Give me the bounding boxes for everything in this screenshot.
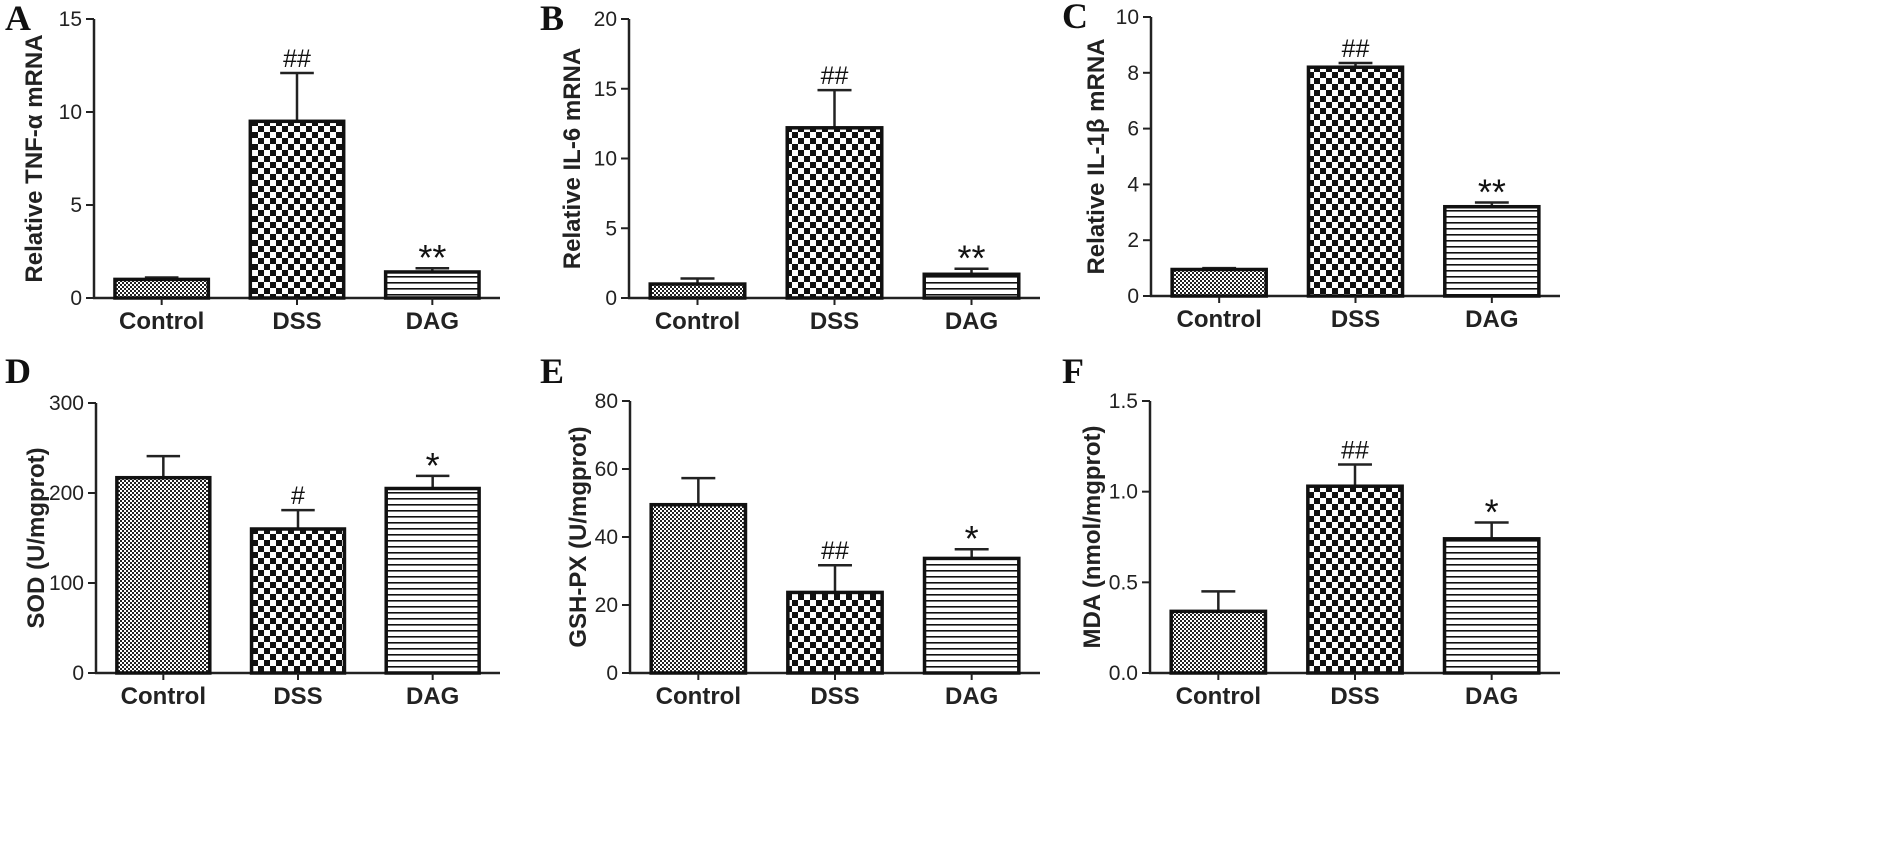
bar-dag <box>1442 537 1541 675</box>
bar-dss <box>785 126 884 300</box>
y-tick-label: 1.5 <box>1109 390 1138 413</box>
y-tick-label: 100 <box>49 572 84 595</box>
panel-f: F MDA (nmol/mgprot)0.0 0.5 1.0 1.5 Control DSS… <box>1062 351 1560 710</box>
y-tick-label: 0 <box>70 287 82 310</box>
panel-b: B Relative IL-6 mRNA 0 5 10 15 20 Control DSS ## D… <box>540 0 1040 335</box>
category-label-dag: DAG <box>406 683 459 710</box>
y-tick-label: 5 <box>605 217 617 240</box>
y-tick-label: 10 <box>59 101 82 124</box>
bar-dag <box>922 556 1021 675</box>
category-label-control: Control <box>656 683 741 710</box>
significance-label-dss: # <box>291 482 305 510</box>
y-axis-label: MDA (nmol/mgprot) <box>1079 425 1106 648</box>
category-label-dag: DAG <box>406 308 459 335</box>
significance-label-dss: ## <box>1342 35 1370 63</box>
significance-label-dag: * <box>965 518 979 559</box>
y-tick-label: 0.5 <box>1109 571 1138 594</box>
y-tick-label: 0 <box>606 662 618 685</box>
y-tick-label: 20 <box>595 594 618 617</box>
bar-control <box>648 282 747 300</box>
bar-control <box>115 475 212 675</box>
y-axis-label: GSH-PX (U/mgprot) <box>565 426 592 647</box>
significance-label-dag: ** <box>418 237 446 278</box>
bar-dag <box>384 486 481 675</box>
y-tick-label: 60 <box>595 458 618 481</box>
y-tick-label: 15 <box>594 78 617 101</box>
y-axis-label: Relative TNF-α mRNA <box>21 34 48 282</box>
bar-control <box>649 502 748 675</box>
bar-control <box>113 277 211 300</box>
panel-letter: F <box>1062 351 1084 391</box>
significance-label-dss: ## <box>821 62 849 90</box>
category-label-dss: DSS <box>1330 683 1379 710</box>
significance-label-dss: ## <box>1341 436 1369 464</box>
y-tick-label: 10 <box>1116 6 1139 29</box>
y-tick-label: 40 <box>595 526 618 549</box>
y-axis-label: Relative IL-6 mRNA <box>559 48 586 269</box>
significance-label-dag: ** <box>1478 172 1506 213</box>
bar-dss <box>1306 65 1405 298</box>
bar-control <box>1170 267 1268 298</box>
y-tick-label: 80 <box>595 390 618 413</box>
panel-letter: D <box>5 351 31 391</box>
category-label-dag: DAG <box>1465 683 1518 710</box>
y-tick-label: 0 <box>1127 285 1139 308</box>
panel-letter: C <box>1062 0 1088 36</box>
category-label-dag: DAG <box>1465 306 1518 333</box>
y-tick-label: 6 <box>1127 118 1139 141</box>
bar-control <box>1169 609 1268 675</box>
category-label-dss: DSS <box>1331 306 1380 333</box>
y-tick-label: 15 <box>59 8 82 31</box>
category-label-dss: DSS <box>273 683 322 710</box>
bar-dss <box>248 119 346 300</box>
y-tick-label: 10 <box>594 148 617 171</box>
category-label-dag: DAG <box>945 308 998 335</box>
category-label-control: Control <box>655 308 740 335</box>
y-tick-label: 0 <box>72 662 84 685</box>
significance-label-dag: * <box>1485 491 1499 532</box>
bar-dss <box>786 590 884 675</box>
y-tick-label: 0 <box>605 287 617 310</box>
panel-d: D SOD (U/mgprot) 0 100 200 300 Control DSS # DAG * <box>5 351 500 710</box>
panel-letter: E <box>540 351 564 391</box>
significance-label-dag: * <box>426 445 440 486</box>
y-axis-label: Relative IL-1β mRNA <box>1083 38 1110 274</box>
significance-label-dag: ** <box>957 238 985 279</box>
y-axis-label: SOD (U/mgprot) <box>23 447 50 628</box>
panel-letter: A <box>5 0 31 38</box>
y-tick-label: 2 <box>1127 229 1139 252</box>
y-tick-label: 200 <box>49 482 84 505</box>
bar-dss <box>249 527 347 675</box>
y-tick-label: 1.0 <box>1109 481 1138 504</box>
significance-label-dss: ## <box>283 45 311 73</box>
y-tick-label: 5 <box>70 194 82 217</box>
significance-label-dss: ## <box>821 537 849 565</box>
y-tick-label: 300 <box>49 392 84 415</box>
category-label-dss: DSS <box>272 308 321 335</box>
category-label-dag: DAG <box>945 683 998 710</box>
panel-e: E GSH-PX (U/mgprot) 0 20 40 60 80 Control DSS ## D… <box>540 351 1040 710</box>
y-tick-label: 4 <box>1127 173 1139 196</box>
y-tick-label: 8 <box>1127 62 1139 85</box>
category-label-dss: DSS <box>810 308 859 335</box>
panel-letter: B <box>540 0 564 38</box>
y-tick-label: 0.0 <box>1109 662 1138 685</box>
category-label-control: Control <box>1177 306 1262 333</box>
category-label-control: Control <box>119 308 204 335</box>
bar-dag <box>1443 204 1541 298</box>
category-label-control: Control <box>121 683 206 710</box>
bar-dss <box>1306 484 1404 675</box>
category-label-dss: DSS <box>810 683 859 710</box>
category-label-control: Control <box>1176 683 1261 710</box>
y-tick-label: 20 <box>594 8 617 31</box>
